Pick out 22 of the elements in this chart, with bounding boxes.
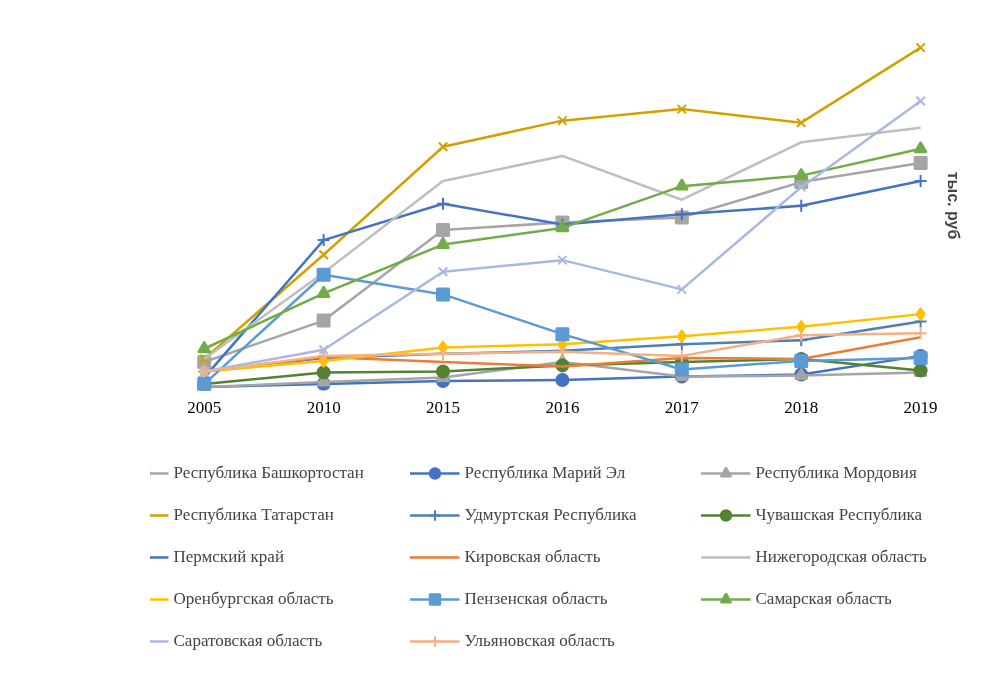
legend-label: Пензенская область <box>464 587 609 610</box>
x-tick-label: 2015 <box>426 397 461 417</box>
x-tick-label: 2016 <box>545 397 580 417</box>
x-tick-label: 2005 <box>187 397 222 417</box>
x-tick-label: 2017 <box>664 397 700 417</box>
x-tick-label: 2019 <box>903 397 938 417</box>
legend-label: Нижегородская область <box>755 545 928 568</box>
legend-label: Удмуртская Республика <box>464 503 638 526</box>
legend-label: Пермский край <box>173 545 285 568</box>
legend-label: Республика Башкортостан <box>173 461 365 484</box>
legend-label: Оренбургская область <box>173 587 335 610</box>
legend-label: Самарская область <box>755 587 893 610</box>
legend-label: Саратовская область <box>173 629 324 652</box>
x-tick-label: 2018 <box>784 397 819 417</box>
legend-label: Чувашская Республика <box>755 503 924 526</box>
legend-label: Республика Марий Эл <box>464 461 627 484</box>
y-axis-title: тыс. руб <box>944 171 962 240</box>
legend-label: Республика Мордовия <box>755 461 918 484</box>
legend-label: Республика Татарстан <box>173 503 335 526</box>
x-tick-label: 2010 <box>306 397 341 417</box>
legend-label: Кировская область <box>464 545 602 568</box>
legend-label: Ульяновская область <box>464 629 616 652</box>
